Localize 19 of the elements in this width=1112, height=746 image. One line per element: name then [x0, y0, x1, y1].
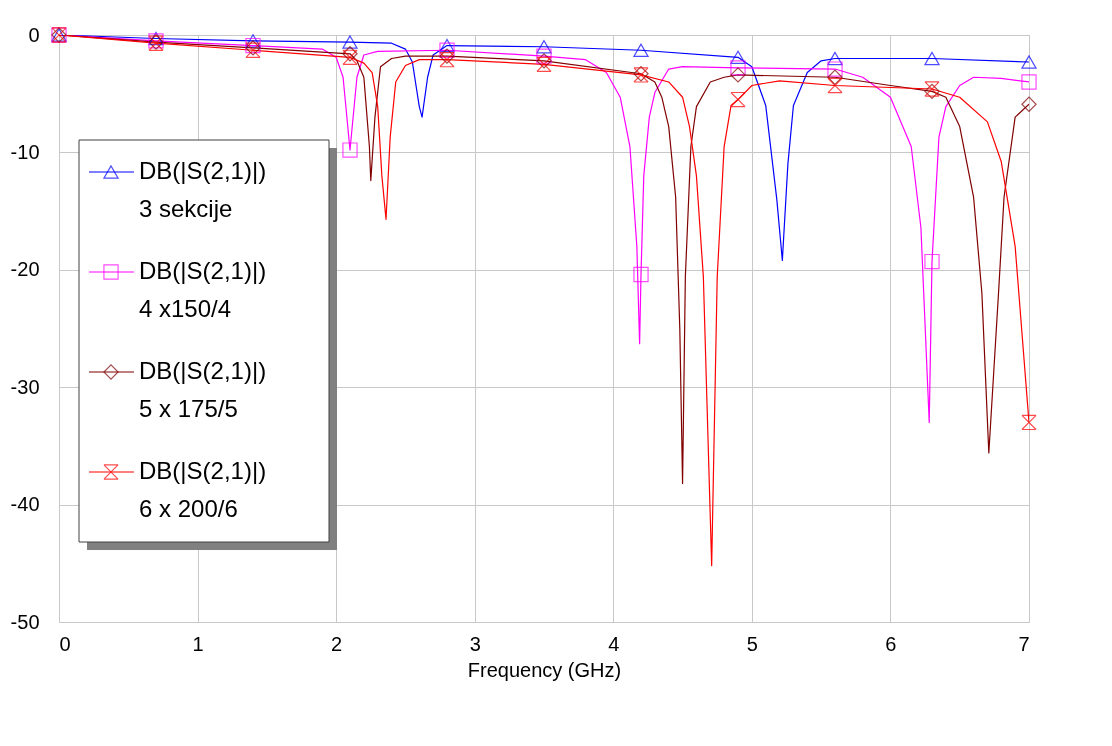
legend-label: DB(|S(2,1)|) 5 x 175/5	[139, 357, 267, 422]
y-tick-label: -10	[10, 140, 40, 163]
legend-label: DB(|S(2,1)|) 6 x 200/6	[139, 457, 267, 522]
x-tick-label: 2	[331, 632, 343, 655]
y-tick-label: 0	[28, 23, 40, 46]
y-tick-label: -40	[10, 493, 40, 516]
x-tick-label: 1	[192, 632, 204, 655]
x-tick-label: 7	[1018, 632, 1030, 655]
legend-label: DB(|S(2,1)|) 3 sekcije	[139, 157, 267, 222]
x-tick-label: 5	[746, 632, 758, 655]
x-tick-label: 3	[469, 632, 481, 655]
y-tick-label: -50	[10, 610, 40, 633]
x-tick-label: 4	[608, 632, 620, 655]
legend-label: DB(|S(2,1)|) 4 x150/4	[139, 257, 267, 322]
x-tick-label: 6	[885, 632, 897, 655]
y-tick-label: -20	[10, 258, 40, 281]
x-tick-label: 0	[59, 632, 71, 655]
x-axis-title: Frequency (GHz)	[467, 658, 622, 681]
y-tick-label: -30	[10, 375, 40, 398]
